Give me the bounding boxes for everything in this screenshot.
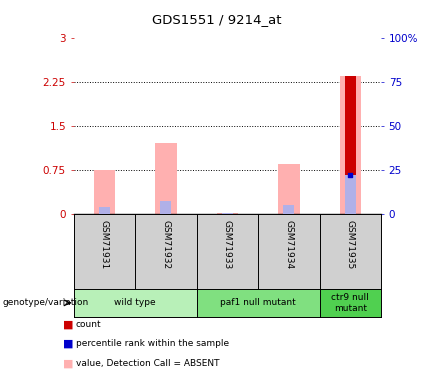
Text: ■: ■ <box>63 339 73 349</box>
Text: GSM71932: GSM71932 <box>162 220 170 269</box>
Bar <box>339 76 361 214</box>
Bar <box>278 164 300 214</box>
Text: genotype/variation: genotype/variation <box>2 298 88 307</box>
Text: GDS1551 / 9214_at: GDS1551 / 9214_at <box>152 13 281 26</box>
Text: ■: ■ <box>63 358 73 368</box>
Bar <box>216 213 238 214</box>
Text: GSM71933: GSM71933 <box>223 220 232 269</box>
Bar <box>99 207 110 214</box>
Text: wild type: wild type <box>114 298 156 307</box>
Text: GSM71935: GSM71935 <box>346 220 355 269</box>
Text: ctr9 null
mutant: ctr9 null mutant <box>331 293 369 312</box>
Bar <box>160 201 171 214</box>
Text: value, Detection Call = ABSENT: value, Detection Call = ABSENT <box>76 359 219 368</box>
Bar <box>345 175 356 214</box>
Point <box>347 172 354 178</box>
Text: ■: ■ <box>63 320 73 329</box>
Text: percentile rank within the sample: percentile rank within the sample <box>76 339 229 348</box>
Bar <box>155 143 177 214</box>
Text: GSM71934: GSM71934 <box>284 220 293 269</box>
Bar <box>94 170 115 214</box>
Text: paf1 null mutant: paf1 null mutant <box>220 298 296 307</box>
Text: count: count <box>76 320 101 329</box>
Text: GSM71931: GSM71931 <box>100 220 109 269</box>
Bar <box>222 213 233 214</box>
Bar <box>283 205 294 214</box>
Bar <box>345 76 356 214</box>
